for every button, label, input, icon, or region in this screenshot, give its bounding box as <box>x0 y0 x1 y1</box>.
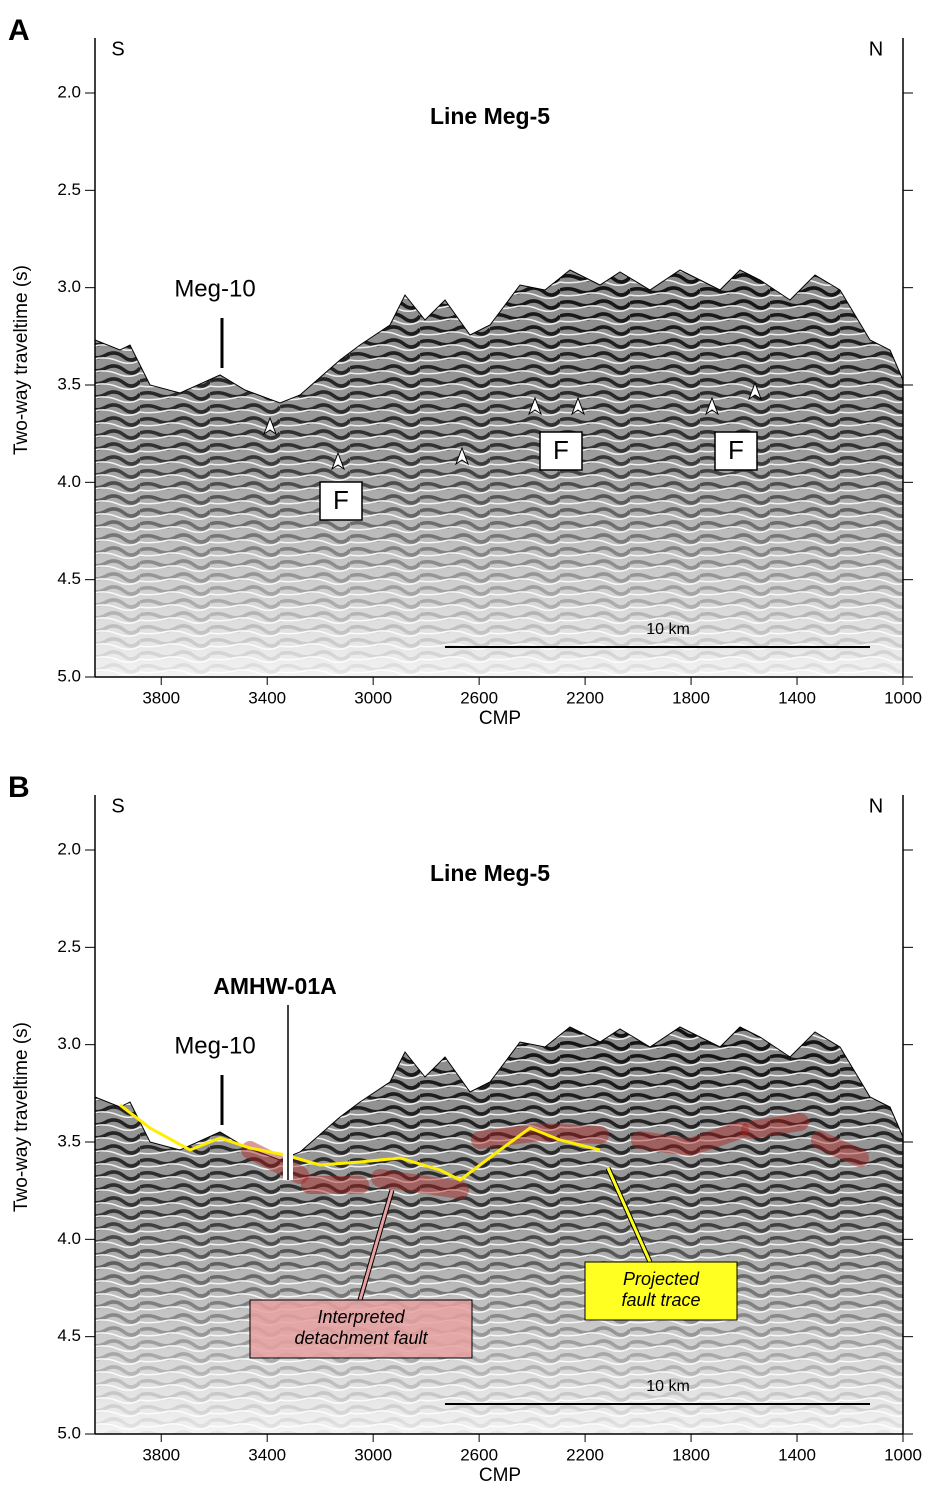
callout-box <box>584 1261 738 1321</box>
x-tick-label: 2200 <box>566 688 604 707</box>
callout-text: Projected <box>623 1269 700 1289</box>
callout-text: Interpreted <box>317 1307 405 1327</box>
fault-label: F <box>728 435 744 465</box>
callout-box <box>249 1299 473 1359</box>
x-tick-label: 1000 <box>884 688 922 707</box>
y-tick-label: 3.5 <box>57 374 81 393</box>
fault-box <box>539 431 583 471</box>
y-tick-label: 3.0 <box>57 277 81 296</box>
y-tick-label: 5.0 <box>57 666 81 685</box>
x-tick-label: 2600 <box>460 1445 498 1464</box>
fault-arrow <box>747 381 763 401</box>
y-tick-label: 4.5 <box>57 569 81 588</box>
callout-text: fault trace <box>621 1290 700 1310</box>
detachment-band <box>811 1131 869 1167</box>
panel-title: Line Meg-5 <box>430 103 550 129</box>
y-axis-label: Two-way traveltime (s) <box>11 265 32 455</box>
y-tick-label: 2.5 <box>57 180 81 199</box>
fault-arrow <box>570 396 586 416</box>
well-label: Meg-10 <box>174 1032 255 1059</box>
x-tick-label: 1000 <box>884 1445 922 1464</box>
seismic-fade <box>95 1027 903 1434</box>
x-tick-label: 1800 <box>672 1445 710 1464</box>
callout-arrow-fill <box>606 1167 652 1263</box>
right-label: N <box>869 38 883 60</box>
x-tick-label: 1800 <box>672 688 710 707</box>
y-tick-label: 3.0 <box>57 1034 81 1053</box>
y-tick-label: 3.5 <box>57 1131 81 1150</box>
y-axis-label: Two-way traveltime (s) <box>11 1022 32 1212</box>
panel-title: Line Meg-5 <box>430 860 550 886</box>
callout-arrow-fill <box>358 1189 394 1301</box>
fault-box <box>714 431 758 471</box>
x-tick-label: 3000 <box>354 688 392 707</box>
seafloor <box>94 269 904 404</box>
scale-bar-label: 10 km <box>646 621 690 638</box>
right-label: N <box>869 795 883 817</box>
left-label: S <box>111 38 124 60</box>
x-tick-label: 1400 <box>778 688 816 707</box>
y-tick-label: 2.5 <box>57 937 81 956</box>
x-axis-label: CMP <box>479 1465 521 1486</box>
y-tick-label: 2.0 <box>57 82 81 101</box>
fault-arrow <box>704 396 720 416</box>
fault-arrow <box>262 416 278 436</box>
y-tick-label: 4.0 <box>57 472 81 491</box>
fault-label: F <box>553 435 569 465</box>
left-label: S <box>111 795 124 817</box>
fault-arrow <box>527 396 543 416</box>
fault-box <box>319 481 363 521</box>
x-tick-label: 2200 <box>566 1445 604 1464</box>
panel-label: A <box>8 14 30 47</box>
scale-bar-label: 10 km <box>646 1378 690 1395</box>
fault-arrow <box>330 451 346 471</box>
y-tick-label: 4.0 <box>57 1229 81 1248</box>
x-tick-label: 2600 <box>460 688 498 707</box>
fault-trace <box>119 1103 601 1182</box>
x-tick-label: 3400 <box>248 1445 286 1464</box>
well-label: AMHW-01A <box>213 973 336 999</box>
x-tick-label: 1400 <box>778 1445 816 1464</box>
detachment-band <box>371 1169 469 1199</box>
callout-text: detachment fault <box>294 1328 428 1348</box>
well-label: Meg-10 <box>174 275 255 302</box>
x-axis-label: CMP <box>479 708 521 729</box>
x-tick-label: 3400 <box>248 688 286 707</box>
x-tick-label: 3800 <box>142 688 180 707</box>
detachment-band <box>631 1121 749 1157</box>
detachment-band <box>741 1113 809 1139</box>
panel-label: B <box>8 771 30 804</box>
y-tick-label: 2.0 <box>57 839 81 858</box>
fault-label: F <box>333 485 349 515</box>
y-tick-label: 4.5 <box>57 1326 81 1345</box>
y-tick-label: 5.0 <box>57 1423 81 1442</box>
seafloor <box>94 1026 904 1161</box>
x-tick-label: 3800 <box>142 1445 180 1464</box>
seismic-fade <box>95 270 903 677</box>
fault-arrow <box>454 446 470 466</box>
x-tick-label: 3000 <box>354 1445 392 1464</box>
